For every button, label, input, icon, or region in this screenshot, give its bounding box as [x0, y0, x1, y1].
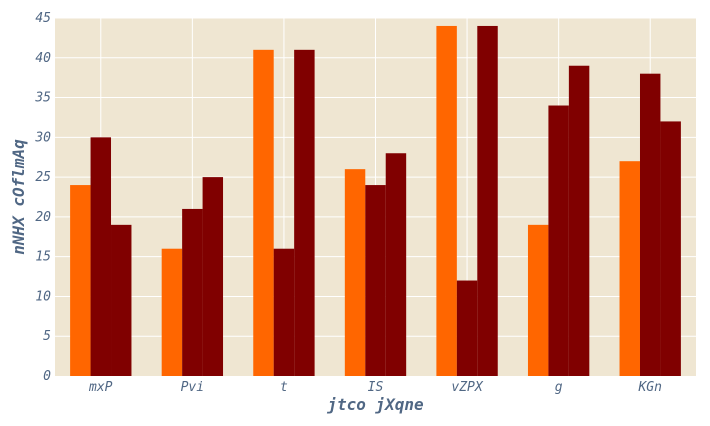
x-tick-labels: mxP Pvi t IS vZPX g KGn: [88, 380, 662, 395]
y-tick-labels: 0 5 10 15 20 25 30 35 40 45: [34, 11, 51, 384]
x-tick-label: t: [280, 380, 288, 395]
bar-series-1-t: [253, 49, 274, 376]
y-tick-label: 0: [43, 369, 51, 384]
bar-series-3-vZPX: [477, 25, 498, 376]
y-tick-label: 40: [35, 51, 51, 66]
x-tick-label: vZPX: [451, 380, 483, 395]
bar-series-2-g: [548, 105, 569, 376]
x-tick-label: IS: [368, 380, 384, 395]
bar-series-2-IS: [365, 185, 386, 376]
bar-series-2-KGn: [639, 73, 661, 376]
y-tick-label: 5: [43, 329, 51, 344]
x-tick-label: mxP: [88, 380, 113, 395]
bars: [70, 25, 681, 376]
bar-series-2-t: [273, 248, 295, 376]
bar-series-2-mxP: [90, 137, 112, 376]
y-tick-label: 10: [35, 289, 51, 304]
bar-series-1-vZPX: [436, 25, 457, 376]
y-tick-label: 45: [35, 11, 51, 26]
x-tick-label: Pvi: [181, 380, 204, 395]
bar-series-3-IS: [385, 153, 407, 376]
y-tick-label: 25: [35, 170, 51, 185]
y-tick-label: 15: [35, 250, 51, 265]
bar-series-3-t: [294, 49, 315, 376]
y-tick-label: 20: [35, 210, 51, 225]
x-axis-title: jtco jXqne: [326, 395, 424, 414]
bar-series-1-g: [527, 224, 549, 376]
bar-series-1-mxP: [70, 185, 91, 376]
y-tick-label: 30: [34, 130, 51, 145]
bar-series-3-mxP: [111, 224, 132, 376]
bar-series-3-KGn: [660, 121, 681, 376]
bar-series-2-Pvi: [182, 208, 203, 376]
bar-series-1-KGn: [619, 161, 640, 376]
bar-series-1-IS: [344, 169, 366, 376]
y-axis-title: nNHX cOflmAq: [9, 139, 28, 255]
bar-series-3-g: [568, 65, 590, 376]
y-tick-label: 35: [34, 91, 51, 106]
x-tick-label: KGn: [637, 380, 661, 395]
bar-series-2-vZPX: [456, 280, 478, 376]
bar-series-3-Pvi: [202, 177, 224, 376]
bar-series-1-Pvi: [161, 248, 183, 376]
x-tick-label: g: [555, 380, 563, 395]
